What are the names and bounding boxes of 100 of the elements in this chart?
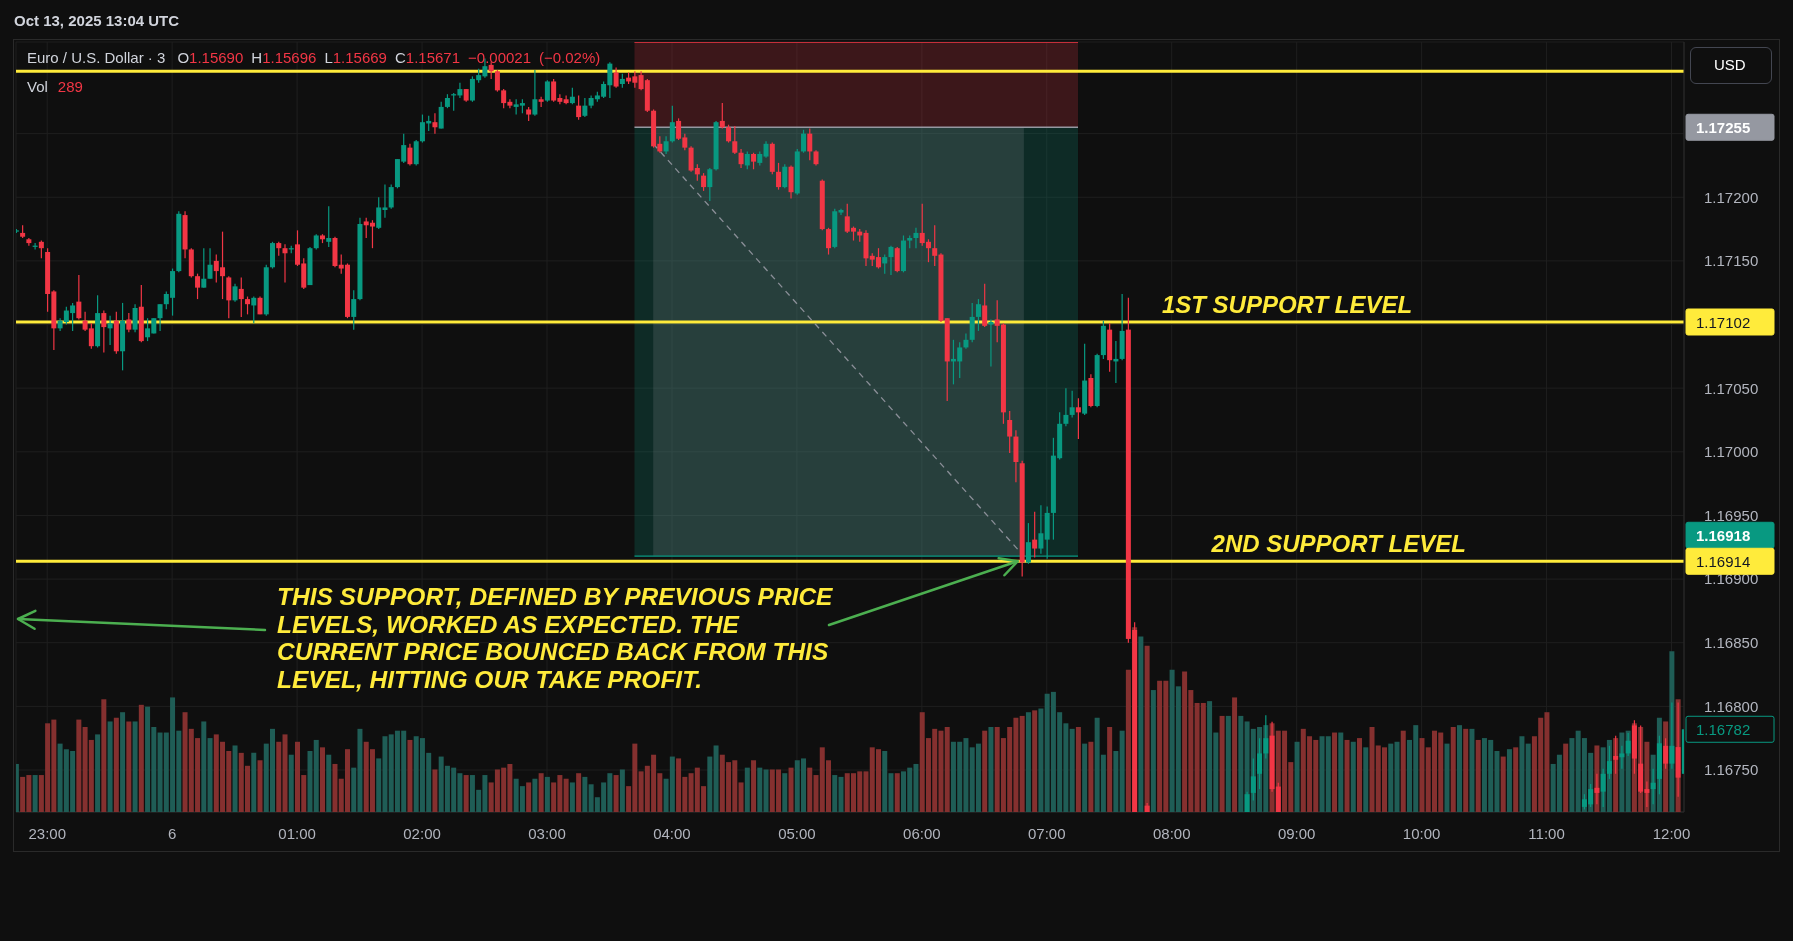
bar	[1019, 715, 1025, 812]
bar	[1113, 751, 1119, 812]
y-tick-label: 1.16850	[1704, 634, 1759, 652]
ref-line-label: 1ST SUPPORT LEVEL	[1161, 291, 1413, 318]
bar	[763, 769, 769, 812]
bar	[738, 782, 744, 812]
bar	[407, 739, 413, 812]
bar	[544, 776, 550, 812]
bar	[713, 745, 719, 812]
annotation: 289	[57, 78, 83, 95]
bar	[1075, 726, 1081, 812]
x-tick-label: 12:00	[1652, 824, 1691, 842]
candlestick	[982, 283, 988, 328]
candlestick	[432, 112, 438, 135]
bar	[232, 745, 238, 812]
bar	[944, 726, 950, 812]
candlestick	[1063, 387, 1069, 427]
candlestick	[413, 139, 419, 167]
candlestick	[1619, 745, 1625, 770]
bar	[132, 721, 138, 812]
bar	[1513, 747, 1519, 812]
bar	[1519, 736, 1525, 812]
x-tick-label: 23:00	[28, 824, 67, 842]
candlestick	[732, 125, 738, 155]
bar	[307, 751, 313, 812]
bar	[1225, 715, 1231, 812]
bar	[432, 769, 438, 812]
candlestick	[76, 274, 82, 321]
candlestick	[669, 105, 675, 144]
bar	[1388, 743, 1394, 812]
bar	[1563, 743, 1569, 812]
bar	[1525, 743, 1531, 812]
bar	[1338, 732, 1344, 812]
candlestick	[613, 66, 619, 89]
candlestick	[719, 102, 725, 130]
candlestick	[969, 302, 975, 343]
bar	[32, 775, 38, 812]
candlestick	[157, 303, 163, 332]
bar	[751, 760, 757, 812]
candlestick	[238, 276, 244, 318]
bar	[1025, 712, 1031, 812]
bar	[1500, 756, 1506, 812]
candlestick	[538, 96, 544, 108]
bar	[832, 775, 838, 812]
bar	[1219, 715, 1225, 812]
bar	[1419, 738, 1425, 812]
candlestick	[326, 205, 332, 248]
candlestick	[582, 97, 588, 118]
x-tick-label: 04:00	[653, 824, 691, 842]
bar	[1400, 730, 1406, 812]
bar	[532, 778, 538, 812]
candlestick	[963, 332, 969, 350]
text: O1.15690 H1.15696 L1.15669 C1.15671 −0.00021 (−0.02%)	[177, 49, 601, 66]
bar	[757, 767, 763, 812]
bar	[1363, 747, 1369, 812]
bar	[1463, 728, 1469, 812]
bar	[101, 699, 107, 812]
candlestick	[1007, 410, 1013, 454]
y-tick-label: 1.17150	[1704, 252, 1759, 270]
candlestick	[207, 247, 213, 280]
bar	[1069, 728, 1075, 812]
bar	[207, 738, 213, 812]
chart-title: Vol	[27, 78, 48, 95]
bar	[982, 730, 988, 812]
text: 1.17255	[1696, 118, 1751, 136]
bar	[1350, 741, 1356, 812]
bar	[1450, 726, 1456, 812]
bar	[282, 734, 288, 812]
bar	[1150, 690, 1156, 812]
bar	[619, 769, 625, 812]
y-tick-label: 1.17200	[1704, 188, 1759, 206]
bar	[1394, 741, 1400, 812]
text: 1.17102	[1696, 313, 1751, 331]
bar	[251, 752, 257, 812]
candlestick	[407, 143, 413, 167]
bar	[319, 747, 325, 812]
bar	[1232, 697, 1238, 812]
y-tick-label: 1.16800	[1704, 697, 1759, 715]
candlestick	[888, 245, 894, 276]
candlestick	[975, 298, 981, 332]
bar	[569, 782, 575, 812]
text: 1.16918	[1696, 526, 1751, 544]
candlestick	[126, 312, 132, 333]
x-tick-label: 09:00	[1277, 824, 1316, 842]
bar	[707, 756, 713, 812]
candlestick	[738, 148, 744, 169]
bar	[326, 754, 332, 812]
bar	[988, 726, 994, 812]
bar	[582, 776, 588, 812]
bar	[288, 754, 294, 812]
x-tick-label: 11:00	[1528, 824, 1565, 842]
candlestick	[251, 295, 257, 324]
bar	[894, 773, 900, 812]
bar	[1294, 741, 1300, 812]
bar	[1107, 726, 1113, 812]
bar	[1456, 725, 1462, 812]
candlestick	[132, 303, 138, 333]
bar	[1032, 710, 1038, 812]
y-tick-label: 1.17000	[1704, 443, 1759, 461]
bar	[1344, 739, 1350, 812]
